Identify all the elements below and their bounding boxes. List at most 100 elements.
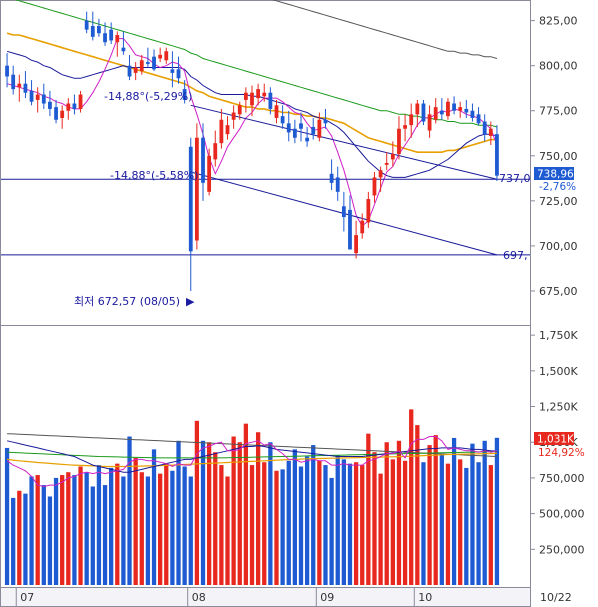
candle-body	[29, 90, 34, 102]
price-y-axis: 675,00 700,00 725,00 750,00 775,00 800,00 825,…	[530, 15, 578, 298]
candle-body	[482, 121, 487, 135]
volume-bar	[188, 476, 193, 585]
candle-body	[299, 123, 303, 129]
last-price-badge	[534, 167, 574, 180]
volume-bar	[213, 452, 218, 585]
candle-body	[35, 94, 40, 100]
volume-tick-label: 250,000	[539, 543, 585, 556]
volume-bar	[433, 435, 438, 585]
volume-bar	[494, 437, 500, 585]
volume-bar	[488, 465, 493, 585]
candle-body	[305, 137, 310, 142]
candle-body	[341, 206, 346, 218]
volume-bar	[170, 470, 175, 585]
candle-body	[84, 20, 89, 30]
last-price-label: 738,96	[537, 169, 574, 181]
annotation-low: 최저 672,57 (08/05)	[74, 295, 180, 308]
volume-bar	[176, 440, 181, 585]
volume-bar	[206, 442, 212, 585]
candle-body	[121, 47, 126, 52]
volume-bar	[139, 472, 144, 585]
candle-body	[176, 69, 181, 79]
candle-body	[237, 105, 242, 115]
candle-body	[292, 128, 297, 138]
last-volume-label: 1,031K	[537, 434, 575, 446]
volume-bar	[280, 469, 285, 585]
candle-body	[286, 123, 291, 133]
candle-body	[256, 89, 261, 99]
volume-bar	[133, 457, 138, 585]
volume-tick-label: 750,000	[539, 472, 585, 485]
volume-bar	[378, 473, 383, 585]
volume-bar	[427, 445, 432, 585]
x-axis-strip	[0, 587, 531, 607]
candle-body	[66, 103, 71, 111]
x-axis: 07 08 09 10 10/22	[15, 588, 572, 607]
candle-body	[397, 128, 401, 154]
volume-bar	[298, 466, 304, 585]
volume-bar	[41, 485, 46, 585]
candlestick-series	[5, 11, 499, 291]
candle-body	[90, 26, 95, 37]
candle-body	[372, 177, 377, 196]
volume-ma20-line	[6, 440, 497, 473]
candle-body	[354, 235, 358, 254]
volume-bar	[72, 475, 77, 585]
price-tick-label: 725,00	[539, 195, 578, 208]
candle-body	[409, 114, 414, 126]
candle-body	[390, 153, 395, 160]
candle-body	[127, 65, 132, 77]
volume-ma120-line	[7, 451, 497, 459]
volume-bar	[360, 465, 365, 585]
x-tick-label-current-date: 10/22	[540, 591, 572, 604]
candle-body	[152, 56, 156, 70]
volume-bar	[262, 462, 267, 585]
candle-body	[464, 108, 469, 113]
volume-bar	[35, 475, 40, 585]
candle-body	[446, 101, 450, 117]
volume-bar	[421, 462, 426, 585]
volume-bar	[151, 449, 157, 585]
price-tick-label: 825,00	[539, 15, 578, 28]
volume-bar	[200, 440, 206, 585]
volume-ma60-line	[7, 452, 497, 468]
volume-bar	[145, 476, 151, 585]
candle-body	[415, 103, 420, 115]
candle-body	[225, 125, 230, 135]
price-change-label: -2,76%	[539, 181, 576, 193]
candle-body	[311, 126, 316, 135]
candle-body	[194, 137, 199, 241]
x-tick-label: 10	[418, 591, 432, 604]
candle-body	[207, 155, 212, 192]
candle-body	[158, 54, 163, 59]
volume-bar	[17, 490, 22, 585]
volume-bar	[476, 462, 481, 585]
candle-body	[54, 107, 58, 120]
volume-bar	[274, 470, 279, 585]
volume-bar	[219, 465, 224, 585]
volume-bar	[249, 465, 255, 585]
annotation-high-drop: -14,88°(-5,29%)	[104, 90, 192, 103]
candle-body	[427, 114, 432, 131]
price-tick-label: 800,00	[539, 60, 578, 73]
candle-body	[268, 92, 273, 109]
volume-bar	[268, 442, 273, 585]
volume-bar	[445, 463, 451, 585]
volume-bar	[317, 460, 322, 585]
candle-body	[495, 134, 499, 176]
candle-body	[48, 101, 52, 109]
volume-bar	[90, 486, 95, 585]
volume-bar	[304, 456, 310, 585]
volume-bar	[353, 462, 359, 585]
candle-body	[231, 112, 236, 120]
volume-bar	[402, 460, 408, 585]
candle-body	[317, 119, 322, 138]
volume-bar	[323, 465, 328, 585]
trend-line	[190, 104, 498, 180]
candle-body	[115, 35, 120, 43]
candle-body	[403, 125, 407, 129]
volume-bar	[451, 437, 457, 585]
candle-body	[488, 128, 493, 136]
volume-bar	[53, 477, 59, 585]
volume-bar	[121, 476, 126, 585]
